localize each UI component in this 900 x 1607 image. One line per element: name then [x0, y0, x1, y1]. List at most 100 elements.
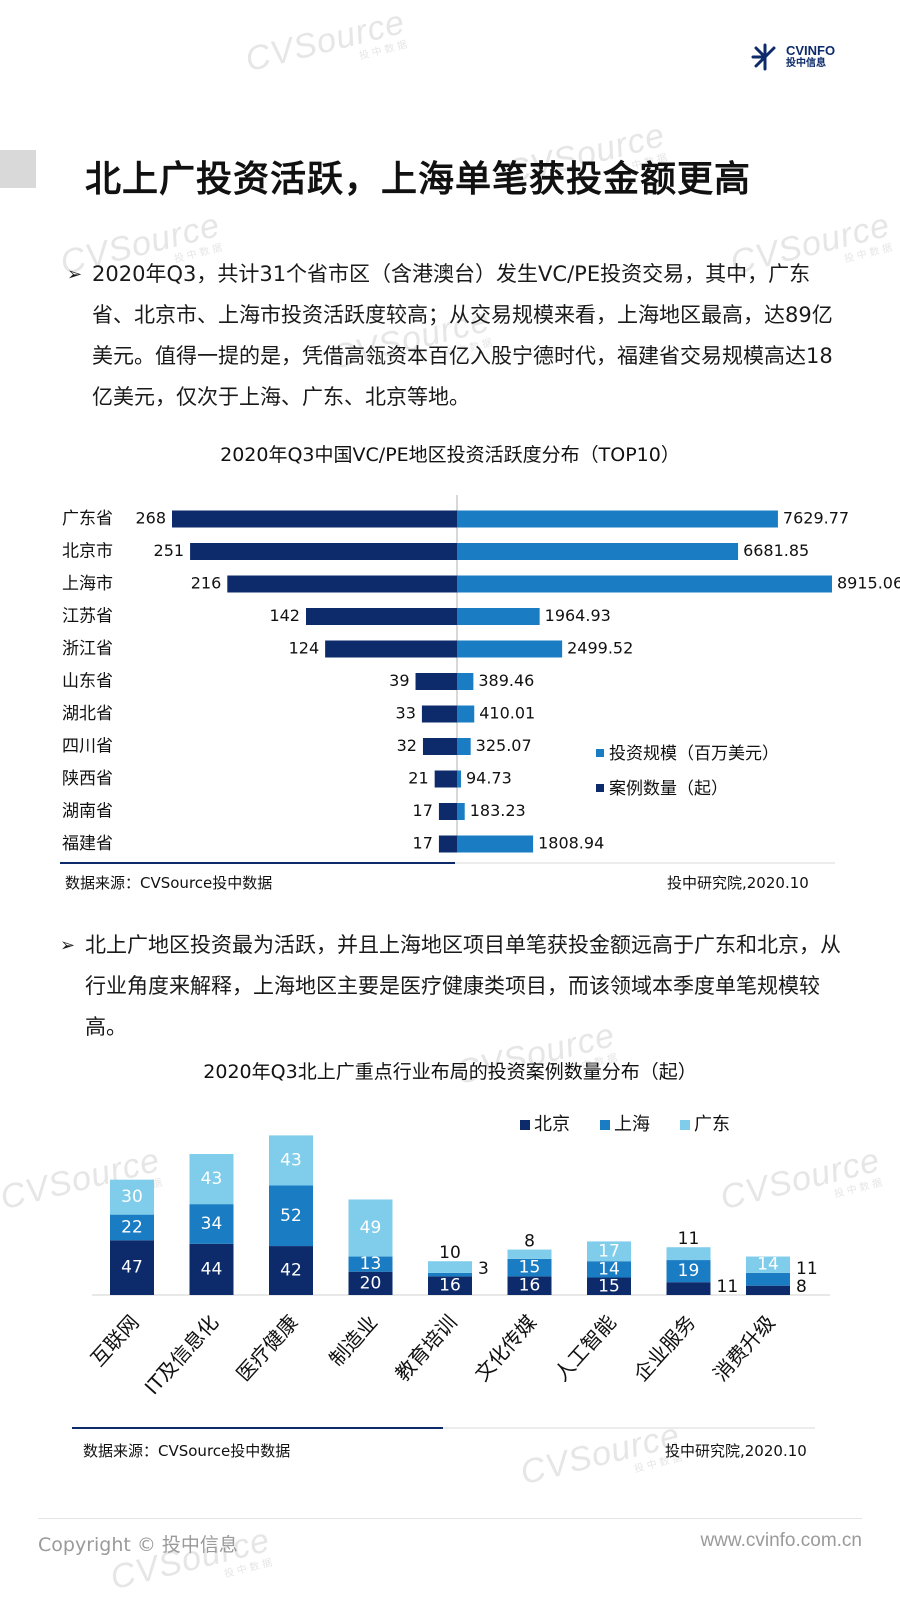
- chart2-bar-label: 8: [524, 1232, 535, 1252]
- chart1-label-count: 268: [135, 509, 166, 528]
- chart2-category-label: 制造业: [324, 1310, 382, 1371]
- page-title: 北上广投资活跃，上海单笔获投金额更高: [85, 159, 752, 200]
- chart2-bar-label: 47: [121, 1258, 143, 1278]
- chart2-bar-label: 15: [519, 1258, 541, 1278]
- chart1-bar-count: [421, 705, 457, 723]
- chart2-bar-label: 22: [121, 1217, 143, 1237]
- chart2-bar-segment: [428, 1276, 472, 1295]
- chart1-bar-count: [325, 640, 457, 658]
- chart2-bar-segment: [507, 1249, 552, 1259]
- chart2-bar-segment: [269, 1246, 313, 1295]
- paragraph-2-text: 北上广地区投资最为活跃，并且上海地区项目单笔获投金额远高于广东和北京，从行业角度…: [85, 933, 841, 1039]
- chart1-label-count: 39: [389, 671, 409, 690]
- chart1-bar-amount: [457, 608, 540, 625]
- chart1-label-count: 21: [408, 769, 428, 788]
- chart2-bar-label: 43: [201, 1169, 223, 1189]
- chart1-bar-count: [438, 803, 457, 820]
- chart2-bar-label: 19: [678, 1261, 700, 1281]
- chart1-bar-amount: [457, 673, 474, 690]
- chart2-bar-segment: [189, 1204, 234, 1244]
- chart2-bar-segment: [507, 1276, 552, 1295]
- chart1-label-amount: 183.23: [470, 801, 526, 820]
- chart2-category-label: 医疗健康: [231, 1310, 302, 1386]
- chart1-bar-count: [438, 835, 457, 853]
- chart1-bar-count: [422, 738, 457, 755]
- chart1-category-label: 浙江省: [62, 639, 113, 659]
- chart2-bar-segment: [110, 1214, 154, 1241]
- chart1-label-amount: 1808.94: [538, 834, 604, 853]
- chart2-bar-segment: [269, 1185, 313, 1247]
- chart2-bar-label: 16: [519, 1276, 541, 1296]
- footer-copyright: Copyright © 投中信息: [38, 1534, 238, 1556]
- chart1-category-label: 江苏省: [62, 607, 113, 627]
- bullet-arrow-icon: ➢: [67, 264, 83, 285]
- chart1-label-count: 17: [413, 834, 433, 853]
- paragraph-1-text: 2020年Q3，共计31个省市区（含港澳台）发生VC/PE投资交易，其中，广东省…: [92, 262, 833, 409]
- chart1-bar-count: [434, 770, 457, 788]
- chart2-category-label: IT及信息化: [140, 1310, 223, 1399]
- chart2-title: 2020年Q3北上广重点行业布局的投资案例数量分布（起）: [203, 1061, 697, 1083]
- footer-url[interactable]: www.cvinfo.com.cn: [700, 1530, 862, 1551]
- chart2-bar-label: 15: [598, 1276, 620, 1296]
- bullet-arrow-icon: ➢: [60, 935, 76, 956]
- cvinfo-logo-icon: [751, 43, 776, 71]
- chart2-category-label: 企业服务: [629, 1310, 700, 1386]
- chart1-category-label: 广东省: [62, 509, 113, 529]
- chart2-credit: 投中研究院,2020.10: [665, 1442, 807, 1460]
- paragraph-2: ➢ 北上广地区投资最为活跃，并且上海地区项目单笔获投金额远高于广东和北京，从行业…: [60, 925, 855, 1048]
- chart2-bar-segment: [746, 1272, 790, 1286]
- chart2-bar-segment: [587, 1261, 631, 1278]
- chart2-bar-segment: [348, 1199, 393, 1257]
- chart2-bar-label: 49: [360, 1218, 382, 1238]
- chart2-legend-label: 广东: [694, 1114, 730, 1135]
- chart1-bar-amount: [457, 640, 563, 658]
- chart2-bar-label: 16: [439, 1276, 461, 1296]
- chart1-label-amount: 8915.06: [837, 574, 900, 593]
- chart1-label-amount: 1964.93: [545, 606, 611, 625]
- chart2-bar-label: 10: [439, 1243, 461, 1263]
- chart2-bar-label: 42: [280, 1261, 302, 1281]
- chart2-bar-segment: [587, 1241, 631, 1262]
- chart2-bar-segment: [428, 1272, 472, 1277]
- chart2-source: 数据来源：CVSource投中数据: [83, 1442, 291, 1460]
- footer-divider: [38, 1518, 862, 1519]
- chart2-bar-label: 14: [598, 1259, 620, 1279]
- chart2-bar-segment: [587, 1277, 631, 1295]
- chart1-bar-amount: [457, 803, 465, 820]
- chart2-bar-label: 20: [360, 1273, 382, 1293]
- chart2-legend-label: 北京: [534, 1114, 570, 1135]
- chart2-category-label: 消费升级: [708, 1310, 779, 1386]
- chart1-legend-count: 案例数量（起）: [609, 779, 728, 799]
- paragraph-1: ➢ 2020年Q3，共计31个省市区（含港澳台）发生VC/PE投资交易，其中，广…: [67, 254, 852, 418]
- chart1-bar-count: [305, 608, 457, 625]
- chart1-bar-amount: [457, 738, 471, 755]
- chart2-bar-label: 11: [796, 1259, 818, 1279]
- chart1-bar-count: [172, 510, 457, 528]
- chart1-legend-swatch-amount: [596, 749, 604, 757]
- chart1-category-label: 湖南省: [62, 802, 113, 822]
- chart2-bar-label: 13: [360, 1254, 382, 1274]
- chart2-bar-segment: [189, 1154, 234, 1205]
- chart2-bar-segment: [110, 1179, 154, 1215]
- cvinfo-logo: CVINFO 投中信息: [750, 40, 835, 74]
- chart1-bar-amount: [457, 510, 778, 528]
- chart1-bar-amount: [457, 543, 739, 560]
- chart2-legend-swatch: [520, 1120, 530, 1130]
- chart2-bar-segment: [110, 1240, 154, 1295]
- chart2-bar-segment: [666, 1282, 711, 1295]
- chart2-bar-segment: [348, 1256, 393, 1272]
- chart1-label-count: 32: [397, 736, 417, 755]
- chart1-bar-count: [415, 673, 457, 690]
- chart2-bar-label: 3: [478, 1259, 489, 1279]
- chart2-bar-label: 30: [121, 1187, 143, 1207]
- chart2-bar-label: 44: [201, 1259, 223, 1279]
- chart2-legend-swatch: [600, 1120, 610, 1130]
- chart1-label-count: 17: [413, 801, 433, 820]
- chart1-label-count: 251: [154, 541, 185, 560]
- chart1-category-label: 北京市: [62, 542, 113, 562]
- chart1-label-amount: 2499.52: [567, 639, 633, 658]
- chart2-bar-segment: [666, 1260, 711, 1283]
- chart1-category-label: 陕西省: [62, 769, 113, 789]
- chart1-label-amount: 94.73: [466, 769, 512, 788]
- chart1-category-label: 四川省: [62, 737, 113, 757]
